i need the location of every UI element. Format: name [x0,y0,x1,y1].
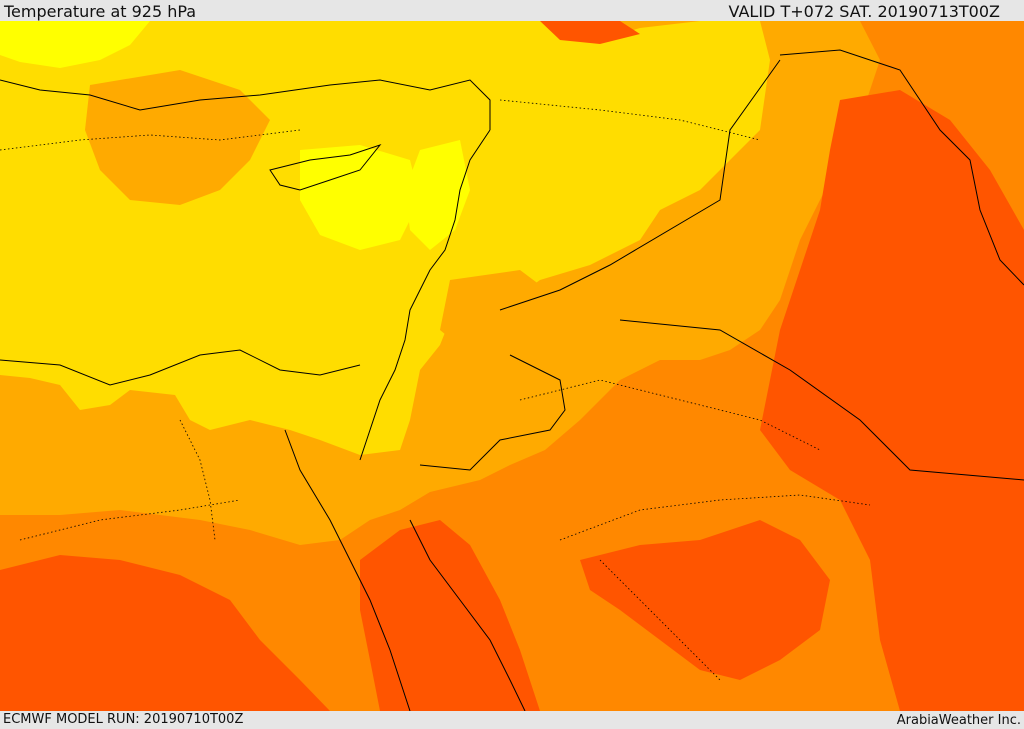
dotted-border-4 [19,499,241,541]
dotted-border-7 [599,559,721,681]
band-red-east [760,90,1024,711]
band-red-redsea [360,520,540,711]
border-iran [779,49,1024,286]
map-title: Temperature at 925 hPa [4,2,197,21]
internal-borders [0,99,871,681]
credit-label: ArabiaWeather Inc. [896,713,1021,728]
dotted-border-6 [179,419,216,541]
coastline-levant [359,129,491,461]
dotted-border-3 [519,379,821,451]
band-amber-anatolia [85,70,270,205]
band-red-arabia [580,520,830,680]
band-red-north [540,21,640,44]
band-amber-levant [440,270,560,360]
dotted-border-2 [499,99,761,141]
model-run-label: ECMWF MODEL RUN: 20190710T00Z [3,712,244,727]
band-red-southwest [0,555,330,711]
coastline-red-sea [284,429,411,711]
map-canvas [0,21,1024,711]
cyprus [269,143,382,191]
footer-bar: ECMWF MODEL RUN: 20190710T00Z ArabiaWeat… [0,711,1024,729]
band-bright-yellow-1 [0,21,150,68]
coastline-mediterranean-south [0,349,361,386]
dotted-border-5 [559,494,871,541]
temperature-map[interactable] [0,21,1024,711]
coastline-anatolia [0,79,491,130]
border-iraq [619,319,1024,481]
borders [0,49,1024,711]
valid-time: VALID T+072 SAT. 20190713T00Z [728,2,1000,21]
title-bar: Temperature at 925 hPa VALID T+072 SAT. … [0,0,1024,21]
coastline-red-sea-east [409,519,526,711]
band-bright-yellow-2 [300,145,420,250]
border-jordan [499,59,781,311]
border-saudi [419,354,566,471]
